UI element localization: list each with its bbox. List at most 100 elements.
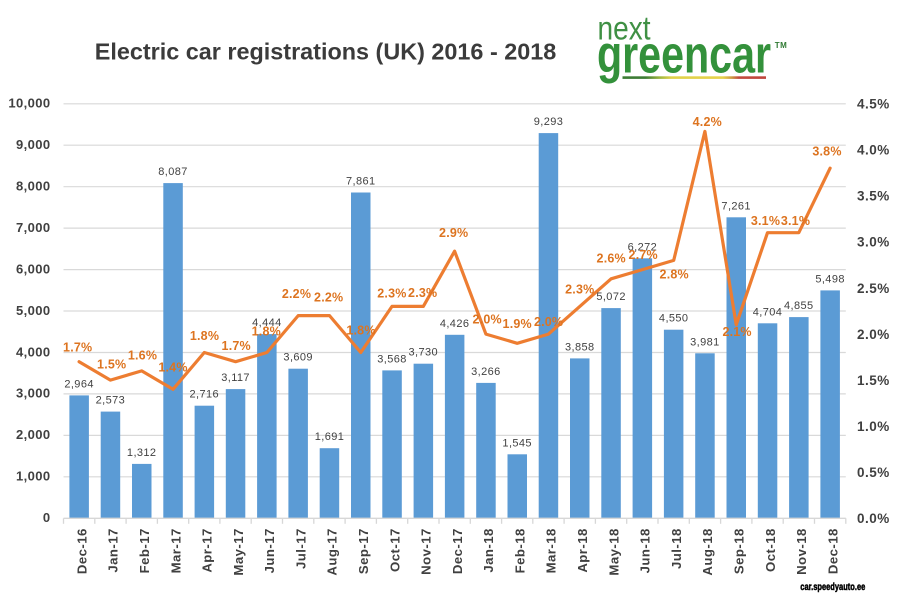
svg-text:next: next [598,9,651,46]
svg-text:3,981: 3,981 [690,336,720,348]
svg-text:4,000: 4,000 [16,344,51,359]
svg-text:Dec-16: Dec-16 [74,528,89,574]
svg-text:Jan-17: Jan-17 [106,528,121,572]
svg-text:4.0%: 4.0% [857,143,890,158]
svg-text:0: 0 [43,510,51,525]
svg-text:TM: TM [775,41,787,50]
svg-text:Jul-17: Jul-17 [293,528,308,569]
svg-text:4,704: 4,704 [753,306,783,318]
svg-text:3,568: 3,568 [377,353,407,365]
svg-text:2.7%: 2.7% [629,248,658,262]
svg-text:7,861: 7,861 [346,176,376,188]
svg-text:0.5%: 0.5% [857,465,890,480]
svg-text:0.0%: 0.0% [857,511,890,526]
svg-text:3,117: 3,117 [221,372,250,384]
svg-text:3,266: 3,266 [471,366,501,378]
svg-text:7,000: 7,000 [16,220,51,235]
svg-text:1,545: 1,545 [502,437,532,449]
svg-text:4.2%: 4.2% [693,115,722,129]
svg-text:3.1%: 3.1% [781,214,810,228]
svg-text:5,072: 5,072 [596,291,626,303]
svg-text:Electric car registrations (UK: Electric car registrations (UK) 2016 - 2… [95,38,557,64]
svg-text:1,691: 1,691 [315,431,345,443]
svg-text:Dec-17: Dec-17 [450,528,465,574]
svg-text:1.0%: 1.0% [857,419,890,434]
svg-text:Nov-17: Nov-17 [419,528,434,575]
svg-text:2.3%: 2.3% [565,283,594,297]
svg-text:2.5%: 2.5% [857,281,890,296]
svg-text:Feb-17: Feb-17 [137,528,152,573]
svg-text:Aug-17: Aug-17 [325,528,340,575]
svg-text:Jan-18: Jan-18 [481,528,496,572]
svg-text:Feb-18: Feb-18 [513,528,528,573]
svg-text:1.5%: 1.5% [97,358,126,372]
svg-text:3,000: 3,000 [16,386,51,401]
svg-text:3.0%: 3.0% [857,235,890,250]
svg-text:6,272: 6,272 [628,241,658,253]
svg-text:1,000: 1,000 [16,469,51,484]
svg-text:Mar-17: Mar-17 [168,528,183,573]
svg-text:1.4%: 1.4% [158,361,187,375]
svg-text:2.1%: 2.1% [722,325,751,339]
svg-text:9,293: 9,293 [534,116,564,128]
svg-text:1.8%: 1.8% [190,329,219,343]
svg-text:2.0%: 2.0% [473,312,502,326]
svg-text:2.3%: 2.3% [377,287,406,301]
svg-text:4,855: 4,855 [784,300,814,312]
svg-text:1.6%: 1.6% [128,349,157,363]
svg-text:7,261: 7,261 [721,200,751,212]
svg-text:3,858: 3,858 [565,341,595,353]
svg-text:Aug-18: Aug-18 [700,528,715,575]
svg-text:4,426: 4,426 [440,318,470,330]
svg-text:5,000: 5,000 [16,303,51,318]
svg-text:2,964: 2,964 [64,378,94,390]
svg-text:4,550: 4,550 [659,313,689,325]
svg-text:2.2%: 2.2% [314,290,343,304]
svg-text:May-18: May-18 [606,528,621,575]
svg-text:1.7%: 1.7% [222,339,251,353]
svg-text:6,000: 6,000 [16,261,51,276]
svg-text:1.8%: 1.8% [346,324,375,338]
svg-text:2,573: 2,573 [96,395,126,407]
svg-text:Sep-18: Sep-18 [732,528,747,574]
svg-text:3.1%: 3.1% [751,214,780,228]
svg-text:Oct-18: Oct-18 [763,528,778,572]
svg-text:9,000: 9,000 [16,137,51,152]
svg-text:Nov-18: Nov-18 [794,528,809,575]
svg-text:2.3%: 2.3% [408,286,437,300]
svg-text:Apr-17: Apr-17 [200,528,215,572]
svg-text:Oct-17: Oct-17 [387,528,402,572]
svg-text:1,312: 1,312 [127,447,157,459]
svg-text:Jun-18: Jun-18 [638,528,653,573]
svg-text:8,000: 8,000 [16,179,51,194]
svg-text:May-17: May-17 [231,528,246,575]
svg-text:2.0%: 2.0% [534,315,563,329]
svg-text:3,730: 3,730 [409,347,439,359]
svg-text:1.9%: 1.9% [503,317,532,331]
svg-text:Sep-17: Sep-17 [356,528,371,574]
svg-text:1.7%: 1.7% [63,341,92,355]
svg-text:2.8%: 2.8% [660,268,689,282]
svg-text:Apr-18: Apr-18 [575,528,590,572]
svg-text:2,716: 2,716 [190,389,220,401]
svg-text:10,000: 10,000 [8,96,50,111]
svg-text:4.5%: 4.5% [857,97,890,112]
svg-text:1.8%: 1.8% [252,324,281,338]
svg-text:3,609: 3,609 [283,352,313,364]
svg-text:5,498: 5,498 [815,273,845,285]
svg-text:4,444: 4,444 [252,317,282,329]
svg-text:greencar: greencar [597,25,771,84]
svg-text:2.2%: 2.2% [282,287,311,301]
svg-text:8,087: 8,087 [158,166,188,178]
svg-text:car.speedyauto.ee: car.speedyauto.ee [800,581,865,593]
svg-text:2.9%: 2.9% [439,226,468,240]
svg-text:2,000: 2,000 [16,427,51,442]
svg-text:Dec-18: Dec-18 [825,528,840,574]
svg-text:Jul-18: Jul-18 [669,528,684,569]
svg-text:Jun-17: Jun-17 [262,528,277,573]
svg-text:2.6%: 2.6% [597,251,626,265]
svg-text:3.5%: 3.5% [857,189,890,204]
svg-text:1.5%: 1.5% [857,373,890,388]
svg-text:3.8%: 3.8% [812,145,841,159]
svg-text:2.0%: 2.0% [857,327,890,342]
